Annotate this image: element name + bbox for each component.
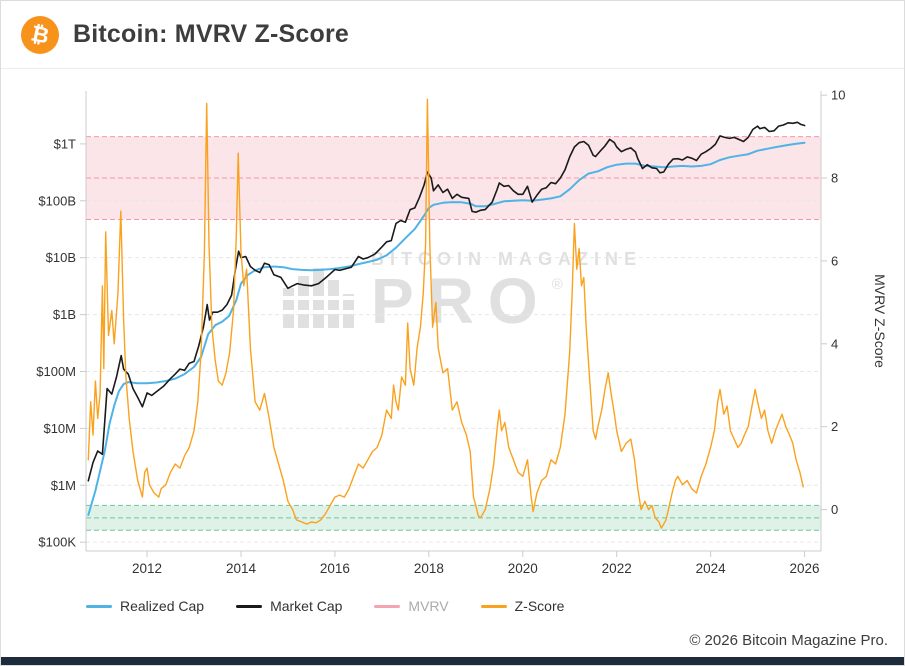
svg-text:$100K: $100K	[38, 535, 76, 550]
watermark: BITCOIN MAGAZINE PRO ®	[283, 249, 642, 337]
svg-text:2012: 2012	[132, 561, 162, 576]
legend-item-realized-cap[interactable]: Realized Cap	[86, 598, 204, 614]
legend-item-mvrv[interactable]: MVRV	[374, 598, 449, 614]
svg-text:4: 4	[831, 336, 838, 351]
bitcoin-magazine-bars-icon	[283, 268, 357, 329]
svg-text:$10B: $10B	[46, 250, 76, 265]
svg-text:$1B: $1B	[53, 307, 76, 322]
bottom-bar	[1, 657, 904, 665]
watermark-line2: PRO	[371, 265, 552, 337]
svg-text:10: 10	[831, 88, 845, 103]
svg-text:$1M: $1M	[51, 478, 76, 493]
svg-text:2016: 2016	[320, 561, 350, 576]
legend-label: Market Cap	[270, 598, 343, 614]
z-score-swatch-icon	[480, 604, 507, 608]
right-axis-title: MVRV Z-Score	[872, 274, 888, 368]
svg-text:2026: 2026	[790, 561, 820, 576]
chart-canvas[interactable]: MVRV Z-Score $100K $1M $10M $100M $1B $10B $10…	[1, 69, 905, 589]
svg-text:2: 2	[831, 419, 838, 434]
svg-text:2024: 2024	[696, 561, 727, 576]
svg-text:6: 6	[831, 253, 838, 268]
footer-copyright: © 2026 Bitcoin Magazine Pro.	[689, 631, 888, 649]
page-title: Bitcoin: MVRV Z-Score	[73, 20, 349, 48]
svg-text:8: 8	[831, 171, 838, 186]
legend-label: Realized Cap	[120, 598, 205, 614]
svg-text:2018: 2018	[414, 561, 444, 576]
watermark-line1: BITCOIN MAGAZINE	[371, 249, 642, 269]
svg-text:$10M: $10M	[43, 421, 76, 436]
registered-mark: ®	[551, 276, 563, 293]
legend-item-market-cap[interactable]: Market Cap	[236, 598, 342, 614]
legend-item-z-score[interactable]: Z-Score	[480, 598, 565, 614]
svg-text:2022: 2022	[602, 561, 632, 576]
header: ₿ Bitcoin: MVRV Z-Score	[1, 1, 904, 69]
market-cap-swatch-icon	[236, 604, 263, 608]
svg-text:$1T: $1T	[54, 136, 76, 151]
legend-label: Z-Score	[514, 598, 565, 614]
realized-cap-swatch-icon	[86, 604, 112, 608]
svg-text:2020: 2020	[508, 561, 538, 576]
watermark-text: BITCOIN MAGAZINE PRO ®	[371, 249, 642, 337]
svg-text:$100M: $100M	[36, 364, 76, 379]
bitcoin-logo-icon: ₿	[21, 15, 59, 54]
legend-label: MVRV	[408, 598, 449, 614]
footer: © 2026 Bitcoin Magazine Pro.	[1, 623, 904, 657]
svg-text:$100B: $100B	[38, 193, 76, 208]
svg-text:2014: 2014	[226, 561, 257, 576]
legend: Realized Cap Market Cap MVRV Z-Score	[1, 589, 904, 623]
mvrv-swatch-icon	[374, 604, 401, 608]
svg-text:0: 0	[831, 502, 838, 517]
chart-area: BITCOIN MAGAZINE PRO ® MVRV Z-Score $100…	[1, 69, 904, 589]
